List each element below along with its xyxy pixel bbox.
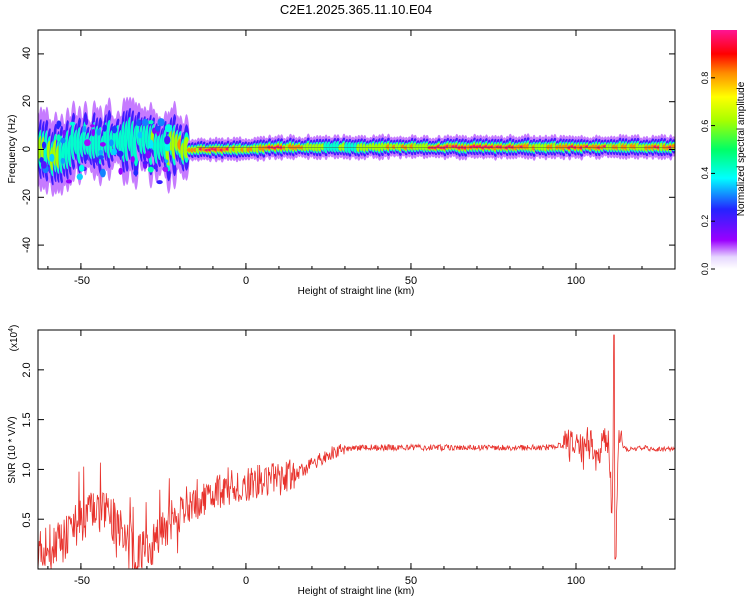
heatmap-speckle bbox=[60, 157, 65, 164]
heatmap-speckle bbox=[60, 137, 66, 144]
heatmap-speckle bbox=[111, 148, 118, 156]
colorbar-gradient bbox=[711, 30, 737, 269]
colorbar: 0.0 0.2 0.4 0.6 0.8 Normalized spectral … bbox=[700, 30, 747, 275]
bottom-xtick-label: 50 bbox=[405, 575, 417, 587]
chart-title: C2E1.2025.365.11.10.E04 bbox=[280, 2, 432, 17]
heatmap-speckle bbox=[83, 154, 88, 162]
top-x-axis-label: Height of straight line (km) bbox=[298, 286, 415, 297]
heatmap-speckle bbox=[137, 131, 143, 139]
heatmap-speckle bbox=[78, 164, 85, 172]
bottom-ytick-label: 1.0 bbox=[21, 462, 33, 477]
heatmap-speckle bbox=[147, 166, 154, 173]
top-xtick-label: 0 bbox=[243, 275, 249, 287]
bottom-ytick-label: 0.5 bbox=[21, 512, 33, 527]
heatmap-speckle bbox=[162, 167, 169, 172]
heatmap-speckle bbox=[65, 179, 72, 184]
heatmap-speckle bbox=[102, 124, 107, 132]
heatmap-speckle bbox=[49, 153, 55, 162]
heatmap-speckle bbox=[76, 173, 83, 181]
heatmap-speckle bbox=[111, 125, 118, 134]
bottom-xtick-label: 0 bbox=[243, 575, 249, 587]
heatmap-speckle bbox=[90, 124, 95, 128]
heatmap-speckle bbox=[164, 159, 169, 163]
heatmap-speckle bbox=[96, 128, 101, 136]
heatmap-speckle bbox=[84, 139, 91, 147]
y-scale-exponent: (x104) bbox=[8, 325, 20, 352]
colorbar-tick-label: 0.2 bbox=[700, 215, 710, 228]
top-y-axis-label: Frequency (Hz) bbox=[7, 115, 18, 184]
heatmap-speckle bbox=[82, 125, 87, 133]
top-xtick-label: 50 bbox=[405, 275, 417, 287]
bottom-x-axis-label: Height of straight line (km) bbox=[298, 586, 415, 597]
top-ytick-label: 40 bbox=[21, 47, 33, 59]
heatmap-speckle bbox=[118, 167, 123, 175]
top-panel: -50 0 50 100 Height of straight line (km… bbox=[7, 29, 676, 297]
top-ytick-label: 0 bbox=[21, 146, 33, 152]
bottom-xtick-label: 100 bbox=[567, 575, 585, 587]
exponent-prefix: (x10 bbox=[9, 331, 20, 351]
heatmap-speckle bbox=[62, 129, 66, 137]
heatmap-speckle bbox=[91, 128, 96, 137]
heatmap-speckle bbox=[155, 125, 161, 132]
heatmap-speckle bbox=[99, 168, 106, 178]
svg-text:(x104): (x104) bbox=[8, 325, 20, 352]
top-xtick-label: 100 bbox=[567, 275, 585, 287]
top-ytick-label: -40 bbox=[21, 237, 33, 253]
heatmap-speckle bbox=[56, 134, 61, 142]
heatmap-speckle bbox=[141, 118, 149, 127]
heatmap-speckle bbox=[142, 161, 149, 165]
heatmap-speckle bbox=[84, 118, 89, 126]
top-ytick-label: -20 bbox=[21, 189, 33, 205]
heatmap-speckle bbox=[116, 150, 124, 157]
heatmap-speckle bbox=[56, 122, 60, 130]
heatmap-speckle bbox=[157, 118, 165, 127]
heatmap-speckle bbox=[130, 156, 135, 163]
bottom-axis-ticks bbox=[38, 330, 676, 569]
heatmap-speckle bbox=[40, 161, 47, 169]
heatmap-speckle bbox=[153, 164, 158, 170]
heatmap-speckle bbox=[152, 127, 157, 134]
snr-series-line bbox=[38, 334, 675, 569]
heatmap-speckle bbox=[149, 139, 154, 149]
heatmap-speckle bbox=[147, 120, 154, 125]
bottom-plot-frame bbox=[37, 329, 676, 570]
heatmap-speckle bbox=[93, 157, 100, 163]
heatmap-speckle bbox=[109, 139, 114, 147]
bottom-xtick-label: -50 bbox=[74, 575, 90, 587]
heatmap-speckle bbox=[136, 119, 142, 127]
colorbar-tick-label: 0.8 bbox=[700, 72, 710, 85]
heatmap-speckle bbox=[69, 121, 76, 126]
bottom-ytick-label: 1.5 bbox=[21, 412, 33, 427]
heatmap-speckle bbox=[164, 143, 171, 148]
colorbar-ticks bbox=[711, 77, 715, 270]
heatmap-speckle bbox=[164, 135, 171, 145]
bottom-panel: -50 0 50 100 Height of straight line (km… bbox=[7, 325, 676, 597]
bottom-ytick-label: 2.0 bbox=[21, 362, 33, 377]
heatmap-speckle bbox=[41, 141, 47, 150]
heatmap-speckle bbox=[156, 180, 163, 185]
heatmap-speckle bbox=[98, 149, 103, 156]
top-xtick-label: -50 bbox=[74, 275, 90, 287]
heatmap-speckle bbox=[99, 142, 106, 147]
spectrogram-heatmap bbox=[38, 96, 675, 197]
colorbar-tick-label: 0.0 bbox=[700, 263, 710, 276]
bottom-y-axis-label: SNR (10 * V/V) bbox=[7, 416, 18, 483]
heatmap-speckle bbox=[39, 156, 44, 163]
top-ytick-label: 20 bbox=[21, 95, 33, 107]
heatmap-speckle bbox=[133, 169, 139, 176]
heatmap-speckle bbox=[97, 154, 104, 160]
exponent-close: ) bbox=[9, 325, 20, 328]
colorbar-tick-label: 0.4 bbox=[700, 167, 710, 180]
exponent-power: 4 bbox=[8, 328, 15, 332]
heatmap-speckle bbox=[164, 124, 173, 133]
colorbar-tick-label: 0.6 bbox=[700, 120, 710, 133]
heatmap-speckle bbox=[145, 150, 152, 159]
top-axis-ticks bbox=[38, 30, 676, 269]
colorbar-label: Normalized spectral amplitude bbox=[736, 81, 747, 216]
